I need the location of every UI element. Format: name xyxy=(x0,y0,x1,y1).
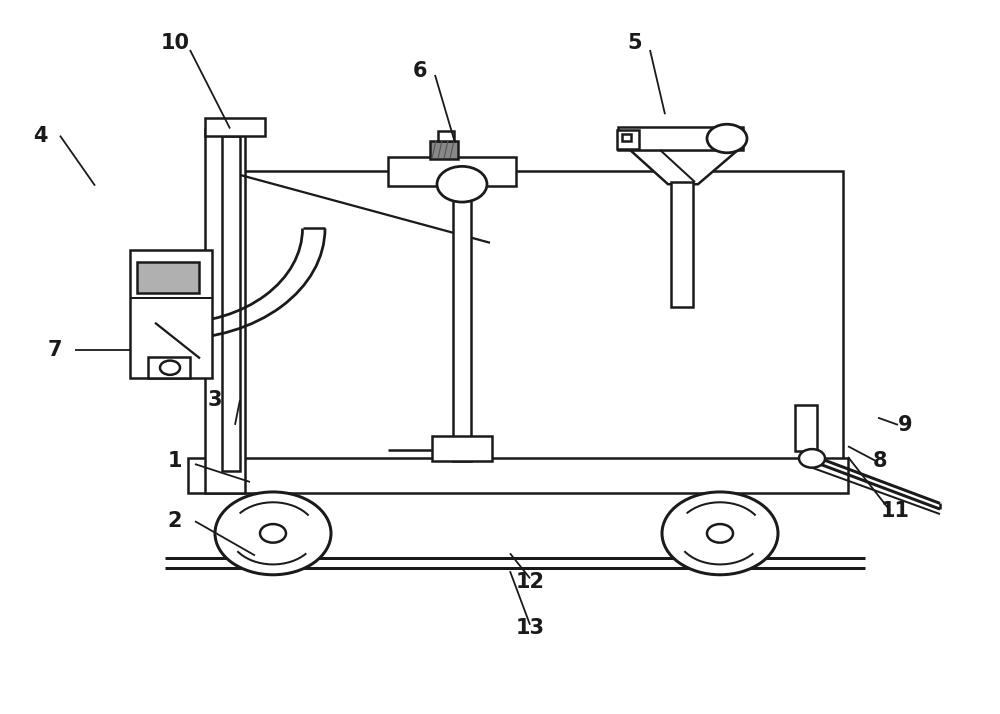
Text: 7: 7 xyxy=(48,340,62,360)
Text: 4: 4 xyxy=(33,126,47,146)
Polygon shape xyxy=(630,150,738,184)
Circle shape xyxy=(260,524,286,543)
Circle shape xyxy=(799,449,825,468)
Circle shape xyxy=(662,492,778,575)
Bar xyxy=(617,130,639,149)
Circle shape xyxy=(437,166,487,202)
Text: 8: 8 xyxy=(873,451,887,471)
Bar xyxy=(432,436,492,461)
Text: 5: 5 xyxy=(628,33,642,53)
Bar xyxy=(205,129,245,493)
Bar xyxy=(388,157,516,186)
Bar xyxy=(795,405,817,451)
Bar xyxy=(130,250,212,378)
Bar xyxy=(430,141,458,159)
Text: 3: 3 xyxy=(208,390,222,410)
Circle shape xyxy=(160,361,180,375)
Text: 12: 12 xyxy=(516,572,544,592)
Text: 10: 10 xyxy=(160,33,190,53)
Bar xyxy=(438,131,454,141)
Circle shape xyxy=(707,524,733,543)
Text: 9: 9 xyxy=(898,415,912,435)
Text: 11: 11 xyxy=(881,501,910,521)
Text: 1: 1 xyxy=(168,451,182,471)
Bar xyxy=(453,178,471,461)
Text: 13: 13 xyxy=(516,618,544,638)
Bar xyxy=(205,118,265,136)
Bar xyxy=(148,357,190,378)
Bar xyxy=(228,171,843,468)
Bar xyxy=(622,134,631,141)
Text: 6: 6 xyxy=(413,61,427,81)
Circle shape xyxy=(215,492,331,575)
Text: 2: 2 xyxy=(168,511,182,531)
Bar xyxy=(188,458,848,493)
Circle shape xyxy=(707,124,747,153)
Bar xyxy=(222,136,240,471)
Bar xyxy=(137,262,199,293)
Bar xyxy=(618,127,743,150)
Bar xyxy=(671,182,693,307)
